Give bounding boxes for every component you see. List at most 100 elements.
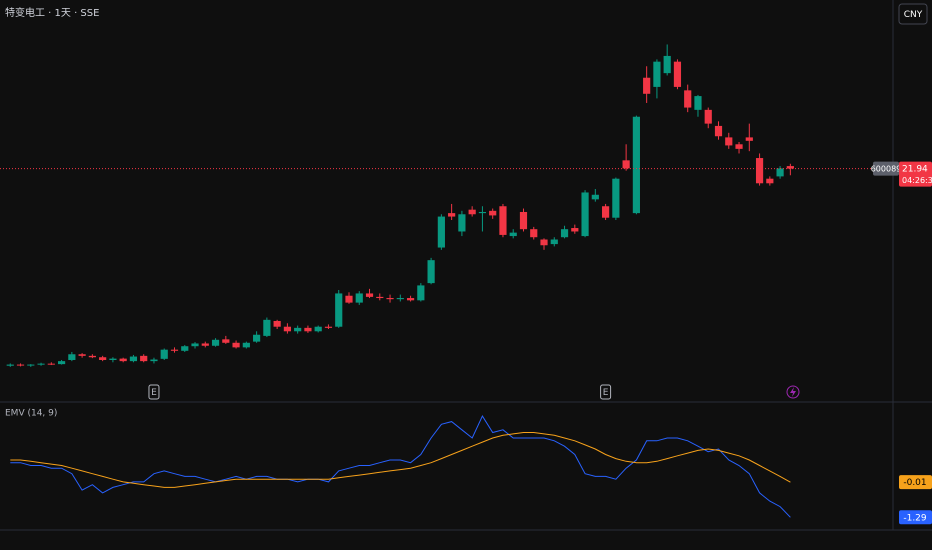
candle-body xyxy=(673,61,682,87)
candle-body xyxy=(417,285,425,301)
candle-body xyxy=(776,168,784,177)
candle-body xyxy=(232,342,240,348)
candle-body xyxy=(335,293,343,327)
chart-title: 特变电工 · 1天 · SSE xyxy=(5,6,99,19)
candle-body xyxy=(37,363,45,365)
candle-body xyxy=(653,61,661,87)
candle-body xyxy=(129,356,138,362)
currency[interactable]: CNY xyxy=(904,10,923,20)
candle-body xyxy=(140,355,148,362)
candle-body xyxy=(263,319,271,336)
candle-body xyxy=(222,339,230,343)
candle-body xyxy=(211,339,220,346)
event-marker xyxy=(148,384,160,400)
indicator-title: EMV (14, 9) xyxy=(5,409,57,419)
candle-body xyxy=(643,77,651,94)
dividend-icon xyxy=(786,385,800,399)
candle-body xyxy=(581,192,589,237)
candle-body xyxy=(602,206,610,218)
candle-body xyxy=(88,355,96,358)
marks xyxy=(0,44,893,518)
candle-body xyxy=(704,109,712,124)
candle-body xyxy=(540,239,548,246)
candle-body xyxy=(47,363,55,365)
candle-body xyxy=(684,90,692,108)
candle-body xyxy=(191,343,199,347)
candle-body xyxy=(345,295,353,303)
candle-body xyxy=(519,211,528,230)
candle-body xyxy=(283,326,291,332)
candle-body xyxy=(396,298,404,300)
candle-body xyxy=(571,228,579,232)
price-label: 21.94 xyxy=(902,165,928,175)
candle-body xyxy=(170,349,179,351)
value-box xyxy=(899,475,932,490)
candle-body xyxy=(160,349,168,359)
dividend-icon-bolt xyxy=(790,387,796,397)
indicator-line xyxy=(10,415,791,518)
symbol-box xyxy=(873,161,899,176)
candle-body xyxy=(694,96,702,110)
candle-body xyxy=(150,359,158,362)
candle-body xyxy=(735,144,743,149)
candle-body xyxy=(786,166,794,169)
candle-body xyxy=(509,232,517,237)
candle-body xyxy=(499,206,507,235)
candle-body xyxy=(632,116,640,214)
candle-body xyxy=(376,296,384,299)
candle-body xyxy=(458,214,466,232)
price-box xyxy=(899,161,932,187)
candle-body xyxy=(714,125,723,137)
candle-body xyxy=(253,334,261,342)
candle-body xyxy=(489,210,497,216)
candle-body xyxy=(294,327,302,332)
candle-body xyxy=(242,342,250,348)
candle-body xyxy=(560,229,569,238)
candle-body xyxy=(663,55,671,74)
candle-body xyxy=(99,357,107,360)
candle-body xyxy=(448,213,456,217)
countdown-label: 04:26:34 xyxy=(902,176,932,185)
candle-body xyxy=(478,211,487,214)
candle-body xyxy=(725,137,733,146)
candle-body xyxy=(181,346,189,351)
value-label: -0.01 xyxy=(903,478,926,488)
candle-body xyxy=(324,326,333,328)
candle-body xyxy=(201,343,209,346)
candle-body xyxy=(745,137,753,141)
candle-body xyxy=(406,298,415,301)
candle-body xyxy=(355,293,363,303)
event-label: E xyxy=(151,388,157,398)
candle-body xyxy=(530,229,538,238)
candle-body xyxy=(612,178,620,218)
candle-body xyxy=(57,361,66,365)
candle-body xyxy=(6,364,14,366)
candle-body xyxy=(78,354,86,356)
candle-body xyxy=(550,239,558,245)
candle-body xyxy=(766,178,774,184)
candle-body xyxy=(386,298,394,300)
symbol-label: 600089 xyxy=(871,165,902,174)
candle-body xyxy=(755,158,764,184)
candle-body xyxy=(304,327,312,332)
candle-body xyxy=(365,293,374,297)
candle-body xyxy=(27,364,35,366)
candle-body xyxy=(427,260,435,284)
currency-button[interactable] xyxy=(898,3,928,25)
candle-body xyxy=(16,364,25,366)
event-marker xyxy=(600,384,612,400)
candle-body xyxy=(109,358,117,360)
candle-body xyxy=(119,358,127,362)
candle-body xyxy=(68,354,76,360)
indicator-line xyxy=(10,432,791,488)
candle-body xyxy=(273,320,281,327)
event-label: E xyxy=(603,388,609,398)
candle-body xyxy=(437,216,445,248)
value-label: -1.29 xyxy=(903,513,927,523)
candle-body xyxy=(314,326,322,332)
candle-body xyxy=(622,160,630,169)
